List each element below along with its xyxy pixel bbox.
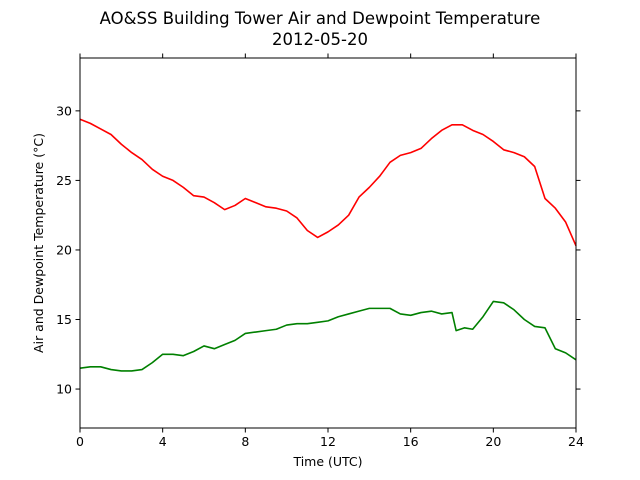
x-tick-label: 20 bbox=[485, 434, 501, 449]
y-tick-label: 10 bbox=[56, 382, 72, 397]
y-tick-label: 25 bbox=[56, 173, 72, 188]
chart-title: AO&SS Building Tower Air and Dewpoint Te… bbox=[100, 9, 541, 28]
series-layer bbox=[79, 118, 577, 372]
x-tick-label: 8 bbox=[241, 434, 249, 449]
y-tick-label: 30 bbox=[56, 103, 72, 118]
y-tick-label: 15 bbox=[56, 312, 72, 327]
y-tick-label: 20 bbox=[56, 242, 72, 257]
x-axis-label: Time (UTC) bbox=[292, 454, 362, 469]
series-line-1 bbox=[79, 300, 577, 372]
ticks-layer: 0 4 8 12 16 20 24 10 15 20 25 30 bbox=[56, 53, 584, 449]
x-tick-label: 12 bbox=[320, 434, 336, 449]
x-tick-label: 16 bbox=[403, 434, 419, 449]
plot-area bbox=[80, 58, 576, 428]
y-axis-label: Air and Dewpoint Temperature (°C) bbox=[31, 133, 46, 353]
x-tick-label: 24 bbox=[568, 434, 584, 449]
chart-subtitle: 2012-05-20 bbox=[272, 30, 368, 49]
x-tick-label: 0 bbox=[76, 434, 84, 449]
x-tick-label: 4 bbox=[159, 434, 167, 449]
series-line-0 bbox=[79, 118, 577, 247]
